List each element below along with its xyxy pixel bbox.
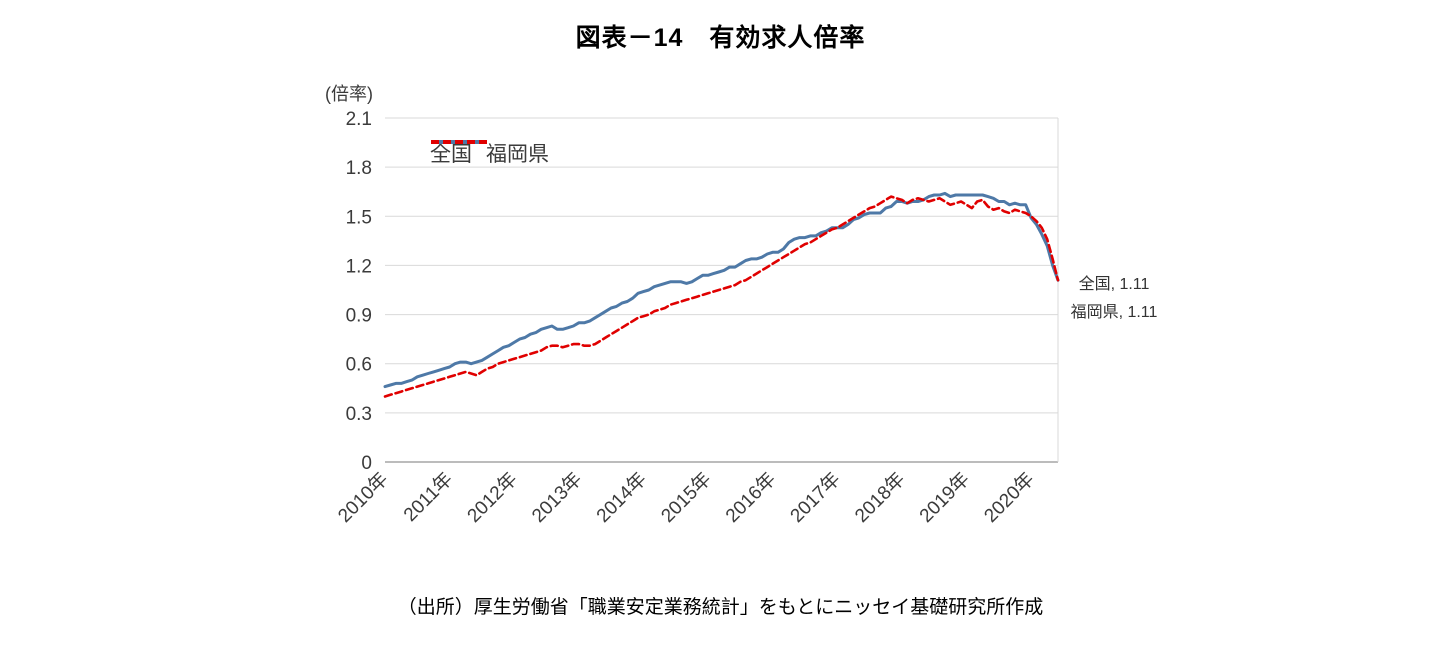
y-tick-label: 1.8	[346, 158, 372, 179]
y-tick-label: 2.1	[346, 109, 372, 130]
y-tick-label: 0.3	[346, 404, 372, 425]
y-tick-label: 1.5	[346, 207, 372, 228]
y-axis-unit-label: (倍率)	[325, 84, 373, 104]
fukuoka-line-swatch-icon	[431, 140, 489, 144]
end-label-fukuoka: 福岡県, 1.11	[1070, 304, 1158, 321]
chart-title: 図表－14 有効求人倍率	[575, 24, 866, 52]
series-line-fukuoka	[383, 195, 1060, 398]
source-note: （出所）厚生労働省「職業安定業務統計」をもとにニッセイ基礎研究所作成	[397, 597, 1044, 618]
end-label-national: 全国, 1.11	[1078, 276, 1150, 293]
x-tick-label: 2011年	[399, 468, 457, 526]
y-tick-label: 0	[361, 453, 372, 474]
legend-label-national: 全国	[430, 143, 472, 166]
x-tick-label: 2020年	[980, 468, 1039, 527]
y-tick-label: 0.6	[346, 355, 372, 376]
x-tick-label: 2016年	[721, 468, 780, 527]
y-tick-label: 0.9	[346, 306, 372, 327]
y-tick-label: 1.2	[346, 256, 372, 277]
x-tick-label: 2012年	[463, 468, 522, 527]
x-tick-label: 2019年	[915, 468, 974, 527]
legend-label-fukuoka: 福岡県	[486, 143, 549, 166]
x-tick-label: 2018年	[851, 468, 910, 527]
x-tick-label: 2014年	[592, 468, 651, 527]
legend: 全国 福岡県	[430, 138, 549, 168]
x-tick-label: 2017年	[786, 468, 845, 527]
series-line-national	[383, 191, 1060, 389]
legend-item-fukuoka: 福岡県	[431, 138, 549, 168]
x-tick-label: 2010年	[334, 468, 393, 527]
series-end-labels: 全国, 1.11 福岡県, 1.11	[1058, 271, 1170, 327]
x-tick-label: 2015年	[657, 468, 716, 527]
x-tick-label: 2013年	[527, 468, 586, 527]
